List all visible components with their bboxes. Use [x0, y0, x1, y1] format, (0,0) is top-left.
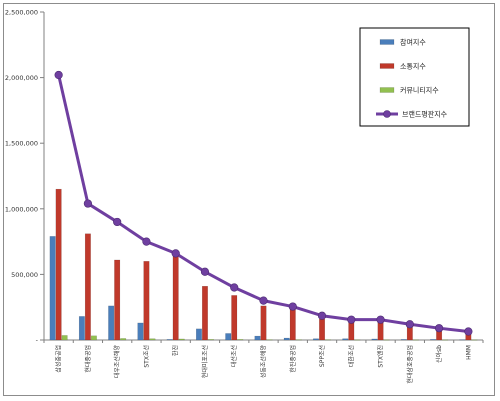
y-tick-label: 1,500,000	[5, 140, 38, 148]
bar	[143, 261, 150, 341]
legend-swatch	[379, 63, 395, 69]
x-tick-label: 대선조선	[230, 345, 238, 367]
x-tick-label: 삼성중공업	[55, 345, 63, 373]
line-point	[200, 267, 210, 276]
line-point	[54, 70, 63, 80]
bar	[114, 259, 121, 341]
bar	[313, 338, 319, 341]
bar	[49, 236, 56, 341]
x-tick-label: STX엔진	[377, 345, 385, 368]
legend-box	[359, 27, 470, 127]
bar	[319, 318, 325, 341]
bar	[377, 321, 384, 341]
x-tick-label: 대우조선해양	[113, 345, 121, 379]
line-point	[317, 311, 327, 320]
bar	[231, 295, 238, 341]
x-tick-label: HMM	[465, 345, 472, 360]
line-point	[435, 324, 444, 333]
bar	[202, 286, 208, 341]
bar	[283, 337, 290, 341]
legend-label: 참여지수	[400, 38, 426, 47]
line-point	[171, 249, 180, 258]
bar	[430, 339, 437, 341]
bar	[137, 322, 144, 341]
y-tick-label: 1,000,000	[5, 205, 38, 213]
bar	[196, 328, 202, 341]
legend-marker	[383, 110, 391, 118]
bar	[149, 338, 156, 341]
x-tick-label: STX조선	[142, 345, 150, 368]
x-tick-label: 한진중공업	[289, 345, 297, 373]
line-point	[405, 320, 414, 329]
bar	[266, 339, 273, 341]
bar	[442, 339, 449, 341]
bar	[84, 233, 91, 341]
bar	[354, 339, 361, 341]
x-tick-label: 대한조선	[347, 345, 355, 367]
line-point	[230, 283, 239, 292]
plot-area: - 500,000 1,000,000 1,500,000 2,000,000 2,500…	[5, 9, 484, 384]
bar	[90, 335, 97, 341]
y-tick-label: 500,000	[11, 271, 38, 279]
bar	[120, 338, 127, 341]
bar	[348, 321, 355, 341]
legend-swatch	[379, 39, 395, 45]
legend-label: 커뮤니티지수	[400, 86, 439, 95]
x-tick-label: 현대삼호중공업	[406, 345, 414, 384]
y-tick-label: -	[36, 337, 39, 345]
bar	[254, 335, 261, 341]
bar	[325, 339, 331, 341]
legend-label: 소통지수	[400, 62, 426, 71]
x-tick-label: 성동조선해양	[260, 345, 268, 379]
line-point	[113, 217, 122, 227]
line-point	[347, 315, 356, 324]
y-tick-label: 2,000,000	[5, 74, 38, 82]
y-tick-label: 2,500,000	[5, 9, 38, 17]
bar	[342, 338, 349, 341]
x-tick-label: 한진	[172, 345, 180, 356]
bar	[225, 333, 232, 341]
bar	[383, 339, 390, 341]
legend-swatch	[379, 87, 395, 93]
bar	[459, 339, 466, 341]
bar	[78, 316, 85, 341]
bar	[208, 339, 214, 341]
line-point	[376, 315, 385, 324]
line-point	[464, 327, 473, 336]
bar	[237, 339, 244, 341]
bar	[61, 335, 68, 341]
line-point	[83, 199, 92, 208]
bar	[289, 308, 296, 341]
bar	[371, 338, 378, 341]
x-tick-label: SPP조선	[318, 345, 326, 367]
x-tick-label: 신아sb	[435, 345, 443, 363]
bar	[471, 339, 478, 341]
bar	[406, 326, 413, 341]
bar	[178, 338, 185, 341]
bar	[55, 188, 62, 341]
bar	[166, 339, 173, 341]
bar	[108, 305, 115, 341]
line-point	[288, 302, 297, 311]
legend-label: 브랜드평판지수	[402, 110, 448, 119]
x-tick-label: 현대중공업	[84, 345, 92, 373]
bar	[172, 254, 179, 341]
bar	[260, 305, 267, 341]
x-tick-label: 현대미포조선	[201, 345, 209, 378]
bar	[412, 339, 419, 341]
line-point	[259, 296, 268, 305]
bar	[295, 339, 302, 341]
bar	[400, 339, 407, 341]
line-point	[142, 237, 151, 246]
